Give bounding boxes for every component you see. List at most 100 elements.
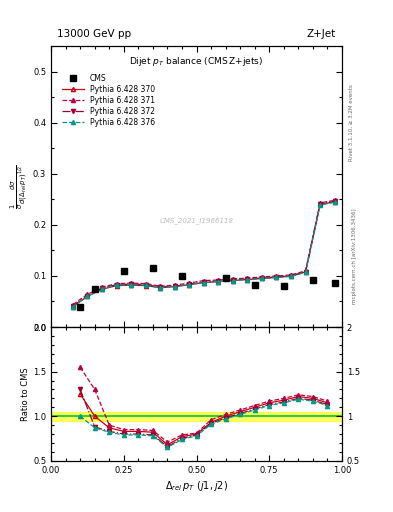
Pythia 6.428 371 bbox=[202, 278, 206, 284]
Pythia 6.428 376 bbox=[332, 199, 337, 205]
Pythia 6.428 376 bbox=[231, 278, 235, 284]
Line: Pythia 6.428 371: Pythia 6.428 371 bbox=[71, 198, 337, 307]
Pythia 6.428 376 bbox=[158, 285, 163, 291]
Pythia 6.428 370 bbox=[216, 279, 221, 285]
Pythia 6.428 372 bbox=[303, 269, 308, 275]
Y-axis label: $\frac{1}{\sigma}\frac{d\sigma}{d(\Delta_{rel}\,p_T)^{1/2}}$: $\frac{1}{\sigma}\frac{d\sigma}{d(\Delta… bbox=[9, 164, 30, 209]
Pythia 6.428 371 bbox=[318, 200, 323, 206]
Pythia 6.428 372 bbox=[71, 303, 75, 309]
Y-axis label: Ratio to CMS: Ratio to CMS bbox=[21, 367, 30, 421]
Pythia 6.428 376 bbox=[260, 275, 264, 282]
Pythia 6.428 372 bbox=[100, 285, 105, 291]
Pythia 6.428 376 bbox=[303, 269, 308, 275]
Pythia 6.428 371 bbox=[187, 280, 192, 286]
Pythia 6.428 372 bbox=[114, 282, 119, 288]
Pythia 6.428 376 bbox=[245, 276, 250, 283]
Pythia 6.428 371 bbox=[173, 282, 177, 288]
Pythia 6.428 372 bbox=[129, 281, 134, 287]
Pythia 6.428 372 bbox=[173, 283, 177, 289]
Pythia 6.428 370 bbox=[245, 276, 250, 283]
Pythia 6.428 376 bbox=[274, 274, 279, 281]
Pythia 6.428 371 bbox=[332, 197, 337, 203]
Pythia 6.428 370 bbox=[173, 284, 177, 290]
Pythia 6.428 376 bbox=[173, 284, 177, 290]
CMS bbox=[78, 304, 83, 310]
Pythia 6.428 370 bbox=[202, 280, 206, 286]
Pythia 6.428 371 bbox=[100, 284, 105, 290]
Pythia 6.428 370 bbox=[143, 283, 148, 289]
Pythia 6.428 376 bbox=[129, 282, 134, 288]
Line: Pythia 6.428 370: Pythia 6.428 370 bbox=[71, 200, 337, 309]
Text: Dijet $p_T$ balance $\rm{(CMS\,Z{+}jets)}$: Dijet $p_T$ balance $\rm{(CMS\,Z{+}jets)… bbox=[129, 54, 264, 68]
Pythia 6.428 371 bbox=[274, 273, 279, 279]
Pythia 6.428 372 bbox=[143, 282, 148, 288]
CMS bbox=[310, 277, 315, 283]
Pythia 6.428 371 bbox=[114, 281, 119, 287]
Pythia 6.428 371 bbox=[129, 280, 134, 286]
CMS bbox=[223, 275, 228, 282]
Pythia 6.428 371 bbox=[303, 268, 308, 274]
Pythia 6.428 371 bbox=[231, 276, 235, 282]
CMS bbox=[180, 273, 184, 279]
Pythia 6.428 370 bbox=[274, 274, 279, 281]
Line: Pythia 6.428 372: Pythia 6.428 372 bbox=[71, 199, 337, 308]
Pythia 6.428 372 bbox=[245, 276, 250, 282]
Pythia 6.428 371 bbox=[289, 272, 294, 278]
CMS bbox=[151, 265, 155, 271]
Line: CMS: CMS bbox=[77, 265, 338, 310]
Pythia 6.428 371 bbox=[216, 277, 221, 283]
Pythia 6.428 371 bbox=[71, 302, 75, 308]
Pythia 6.428 370 bbox=[129, 282, 134, 288]
Pythia 6.428 370 bbox=[289, 273, 294, 279]
Pythia 6.428 372 bbox=[318, 201, 323, 207]
Pythia 6.428 376 bbox=[71, 304, 75, 310]
Pythia 6.428 372 bbox=[289, 273, 294, 279]
Pythia 6.428 371 bbox=[158, 283, 163, 289]
Pythia 6.428 370 bbox=[158, 285, 163, 291]
Pythia 6.428 370 bbox=[71, 304, 75, 310]
Pythia 6.428 371 bbox=[245, 275, 250, 281]
Pythia 6.428 372 bbox=[274, 274, 279, 280]
Pythia 6.428 371 bbox=[85, 291, 90, 297]
CMS bbox=[281, 283, 286, 289]
CMS bbox=[121, 268, 126, 274]
CMS bbox=[332, 280, 337, 286]
Pythia 6.428 370 bbox=[187, 282, 192, 288]
Pythia 6.428 370 bbox=[332, 199, 337, 205]
Bar bbox=[51, 412, 342, 421]
Pythia 6.428 376 bbox=[202, 280, 206, 286]
CMS bbox=[252, 282, 257, 288]
Pythia 6.428 370 bbox=[114, 283, 119, 289]
Pythia 6.428 376 bbox=[100, 286, 105, 292]
Pythia 6.428 371 bbox=[260, 274, 264, 280]
Pythia 6.428 376 bbox=[85, 293, 90, 300]
X-axis label: $\Delta_{rel}\,p_T\ (j1,j2)$: $\Delta_{rel}\,p_T\ (j1,j2)$ bbox=[165, 479, 228, 493]
Pythia 6.428 376 bbox=[187, 282, 192, 288]
Pythia 6.428 372 bbox=[158, 284, 163, 290]
Legend: CMS, Pythia 6.428 370, Pythia 6.428 371, Pythia 6.428 372, Pythia 6.428 376: CMS, Pythia 6.428 370, Pythia 6.428 371,… bbox=[61, 72, 156, 128]
Pythia 6.428 372 bbox=[202, 279, 206, 285]
Line: Pythia 6.428 376: Pythia 6.428 376 bbox=[71, 200, 337, 309]
Pythia 6.428 376 bbox=[216, 279, 221, 285]
Pythia 6.428 376 bbox=[318, 202, 323, 208]
Text: CMS_2021_I1966118: CMS_2021_I1966118 bbox=[160, 217, 233, 224]
Pythia 6.428 372 bbox=[187, 281, 192, 287]
Pythia 6.428 370 bbox=[85, 293, 90, 300]
Pythia 6.428 370 bbox=[318, 201, 323, 207]
Pythia 6.428 370 bbox=[231, 278, 235, 284]
Pythia 6.428 376 bbox=[114, 282, 119, 288]
Text: 13000 GeV pp: 13000 GeV pp bbox=[57, 29, 131, 39]
Pythia 6.428 370 bbox=[260, 275, 264, 282]
Text: mcplots.cern.ch [arXiv:1306.3436]: mcplots.cern.ch [arXiv:1306.3436] bbox=[353, 208, 357, 304]
Pythia 6.428 370 bbox=[303, 269, 308, 275]
Text: Rivet 3.1.10, ≥ 3.2M events: Rivet 3.1.10, ≥ 3.2M events bbox=[349, 84, 353, 161]
Pythia 6.428 372 bbox=[231, 277, 235, 283]
Pythia 6.428 376 bbox=[289, 273, 294, 280]
Pythia 6.428 372 bbox=[260, 275, 264, 281]
CMS bbox=[92, 286, 97, 292]
Pythia 6.428 370 bbox=[100, 286, 105, 292]
Pythia 6.428 376 bbox=[143, 282, 148, 288]
Text: Z+Jet: Z+Jet bbox=[307, 29, 336, 39]
Pythia 6.428 372 bbox=[216, 278, 221, 284]
Pythia 6.428 371 bbox=[143, 281, 148, 287]
